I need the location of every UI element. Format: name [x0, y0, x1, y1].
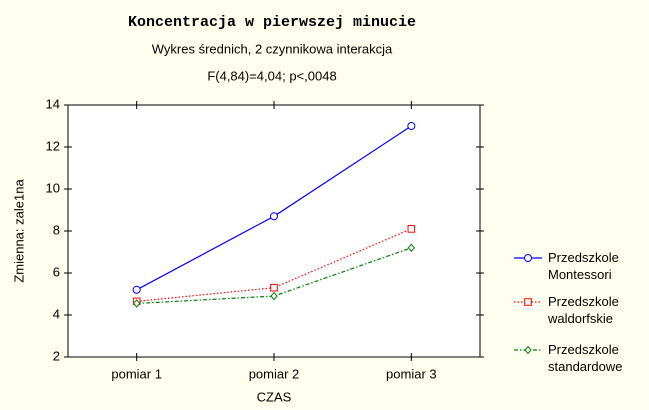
y-tick-label: 4 — [53, 306, 60, 321]
point-marker — [407, 122, 416, 130]
y-tick-label: 12 — [46, 138, 60, 153]
series-line — [136, 228, 412, 302]
point-marker — [407, 243, 415, 253]
x-tick-label: pomiar 1 — [111, 366, 162, 381]
chart-title: Koncentracja w pierwszej minucie — [128, 14, 416, 31]
y-axis-label: Zmienna: zale1na — [11, 179, 26, 283]
annotation: F(4,84)=4,04; p<,0048 — [207, 68, 336, 83]
point-marker — [132, 285, 141, 294]
legend-marker — [524, 254, 532, 262]
point-marker — [270, 291, 278, 301]
series-line — [136, 247, 412, 305]
point-marker — [407, 225, 416, 233]
legend-marker — [524, 345, 532, 355]
point-marker — [270, 212, 278, 221]
y-tick-label: 8 — [53, 222, 60, 237]
x-tick-label: pomiar 3 — [386, 366, 437, 381]
legend-label: Przedszkole waldorfskie — [548, 294, 619, 326]
y-tick-label: 14 — [46, 96, 60, 111]
point-marker — [270, 283, 278, 292]
point-marker — [133, 299, 141, 308]
plot-area — [67, 104, 481, 358]
legend-label: Przedszkole standardowe — [548, 342, 623, 374]
y-tick-label: 6 — [53, 264, 60, 279]
legend-label: Przedszkole Montessori — [548, 250, 619, 282]
y-tick-label: 10 — [46, 180, 60, 195]
y-tick-label: 2 — [53, 348, 60, 363]
legend-marker — [524, 298, 532, 306]
x-tick-label: pomiar 2 — [249, 366, 300, 381]
x-axis-label: CZAS — [257, 389, 292, 404]
subtitle: Wykres średnich, 2 czynnikowa interakcja — [152, 41, 393, 56]
